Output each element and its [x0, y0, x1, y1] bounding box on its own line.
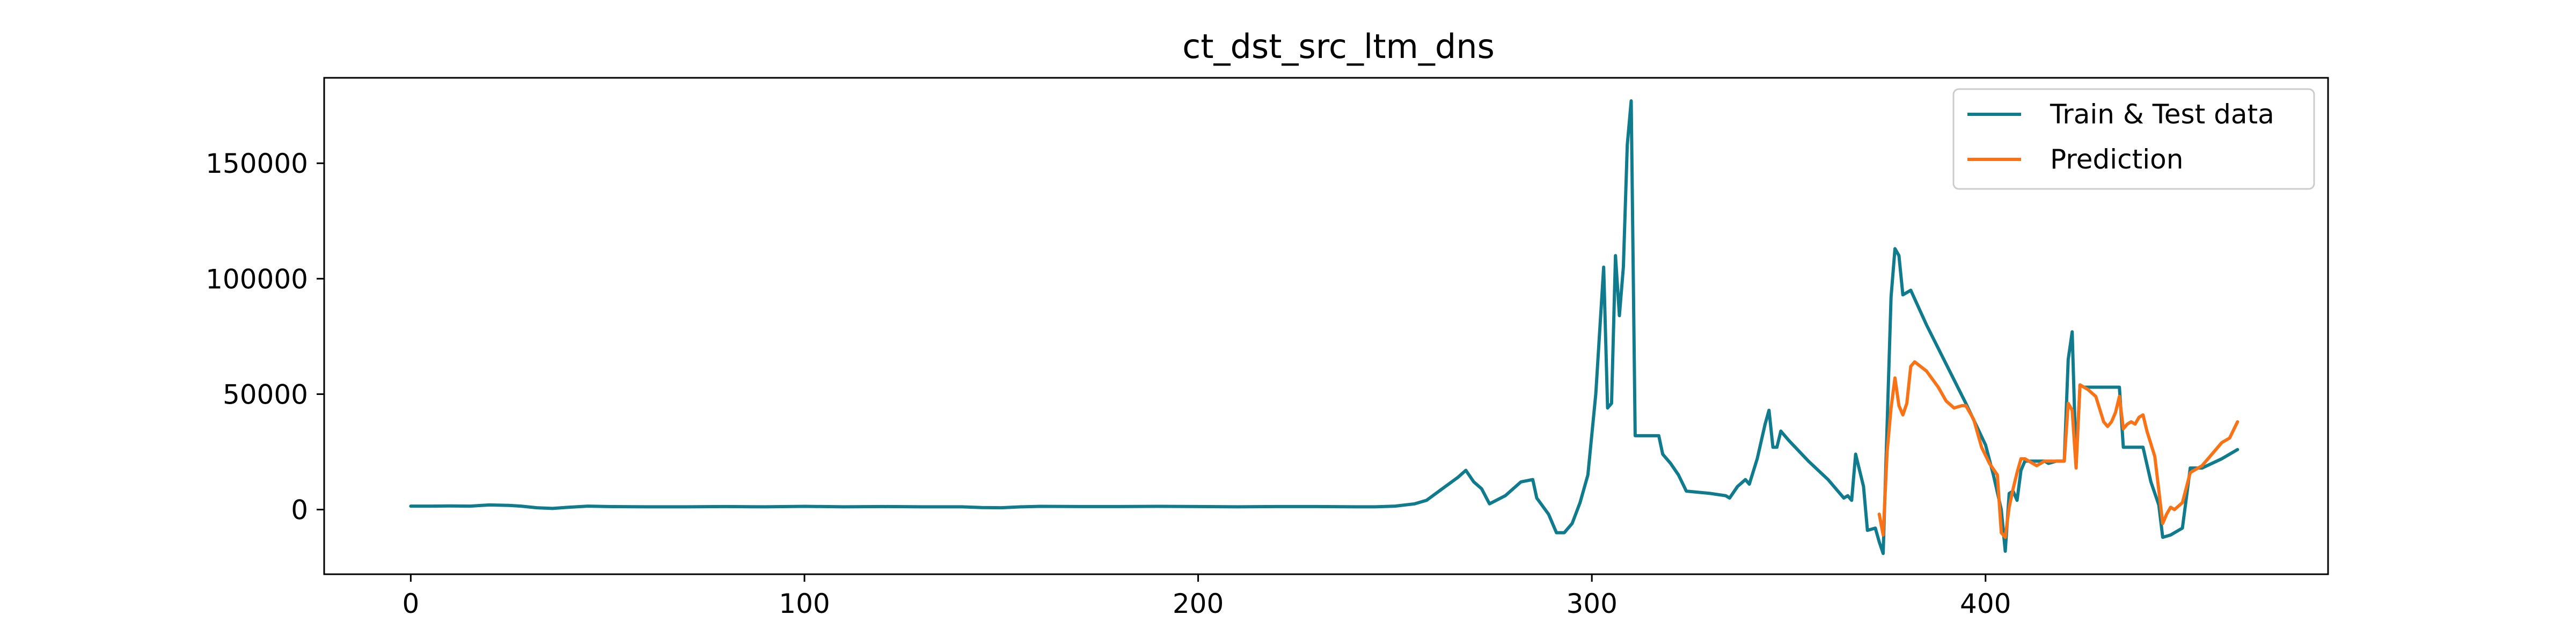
x-axis: 0 100 200 300 400 — [402, 574, 2011, 619]
legend-label-train-test: Train & Test data — [2050, 99, 2274, 130]
x-tick-label: 100 — [779, 588, 830, 619]
x-tick-label: 400 — [1960, 588, 2011, 619]
series-line-prediction — [1877, 360, 2240, 539]
y-tick-label: 0 — [291, 495, 308, 526]
legend: Train & Test data Prediction — [1952, 88, 2315, 190]
y-tick-label: 100000 — [206, 264, 308, 295]
x-tick-label: 0 — [402, 588, 419, 619]
legend-label-prediction: Prediction — [2050, 144, 2183, 175]
legend-box — [1952, 88, 2315, 190]
y-tick-label: 150000 — [206, 148, 308, 179]
axes-frame — [323, 77, 2329, 575]
x-tick-label: 300 — [1566, 588, 1617, 619]
x-tick-label: 200 — [1173, 588, 1224, 619]
chart-title: ct_dst_src_ltm_dns — [1182, 27, 1495, 66]
plot-area — [323, 77, 2329, 575]
y-tick-label: 50000 — [223, 379, 308, 410]
y-axis: 0 50000 100000 150000 — [206, 148, 324, 526]
series-layer — [409, 99, 2240, 555]
